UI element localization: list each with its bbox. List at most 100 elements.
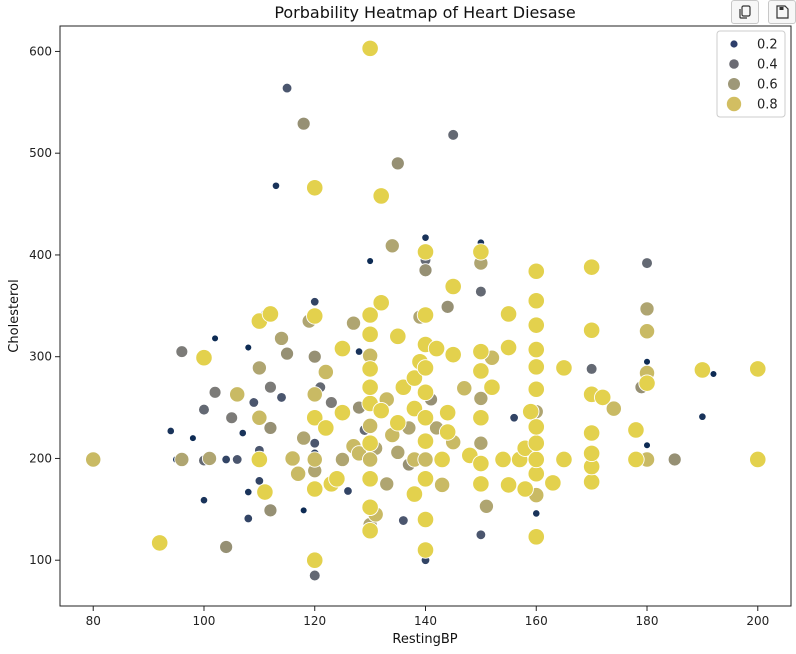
data-point-150 [472, 342, 490, 361]
data-point-81 [361, 434, 379, 452]
data-point-144 [472, 475, 490, 493]
data-point-45 [299, 506, 308, 515]
data-point-0 [85, 451, 102, 468]
data-point-204 [641, 257, 653, 269]
data-point-120 [416, 409, 435, 427]
data-point-115 [416, 541, 435, 559]
data-point-193 [605, 400, 622, 417]
data-point-35 [263, 503, 278, 518]
data-point-93 [372, 401, 390, 420]
data-point-145 [472, 454, 490, 473]
data-point-94 [372, 294, 390, 312]
data-point-124 [416, 306, 435, 324]
data-point-210 [749, 360, 767, 378]
data-point-131 [427, 339, 446, 358]
data-point-21 [243, 513, 254, 524]
data-point-31 [256, 483, 274, 501]
data-point-136 [440, 299, 455, 314]
data-point-143 [475, 529, 487, 541]
data-point-194 [627, 450, 645, 469]
data-point-15 [221, 454, 231, 465]
data-point-80 [361, 451, 379, 468]
data-point-108 [405, 485, 424, 503]
data-point-2 [166, 426, 175, 436]
data-point-201 [643, 357, 651, 366]
data-point-206 [698, 412, 707, 421]
data-point-62 [317, 363, 334, 381]
data-point-40 [280, 346, 295, 361]
data-point-89 [366, 257, 375, 265]
data-point-25 [251, 409, 268, 426]
data-point-173 [527, 418, 545, 436]
copy-button[interactable] [731, 0, 759, 24]
data-point-180 [527, 262, 545, 280]
data-point-56 [307, 349, 322, 364]
data-point-146 [473, 435, 489, 451]
data-point-172 [527, 434, 545, 452]
y-tick-label: 600 [29, 44, 52, 58]
legend-label: 0.8 [757, 98, 778, 113]
data-point-128 [421, 233, 430, 242]
data-point-54 [306, 409, 324, 427]
data-point-22 [244, 487, 253, 497]
data-point-84 [361, 378, 379, 396]
data-point-23 [248, 397, 260, 408]
legend-marker [729, 59, 739, 69]
x-tick-label: 200 [746, 614, 769, 628]
data-point-138 [444, 277, 462, 296]
data-point-8 [198, 403, 210, 416]
data-point-118 [417, 451, 434, 468]
data-point-5 [175, 345, 189, 359]
data-point-19 [238, 428, 247, 438]
data-point-90 [361, 39, 379, 58]
data-point-184 [582, 473, 601, 491]
data-point-158 [494, 450, 512, 469]
x-tick-label: 100 [193, 614, 216, 628]
data-point-53 [309, 437, 321, 449]
copy-icon [739, 5, 751, 19]
y-tick-label: 300 [29, 350, 52, 364]
data-point-34 [261, 305, 280, 323]
data-point-38 [276, 392, 287, 403]
data-point-171 [527, 450, 545, 469]
data-point-33 [263, 380, 277, 394]
data-point-192 [594, 388, 612, 407]
data-point-190 [582, 321, 601, 339]
data-point-59 [306, 179, 324, 197]
data-point-116 [416, 510, 435, 529]
data-point-78 [361, 498, 379, 516]
data-point-32 [263, 420, 278, 435]
legend: 0.2 0.4 0.6 0.8 [716, 30, 786, 118]
data-point-47 [306, 551, 324, 569]
data-point-99 [384, 238, 400, 254]
data-point-166 [522, 402, 540, 421]
data-point-87 [361, 325, 379, 344]
data-point-147 [472, 409, 490, 427]
data-point-48 [308, 569, 321, 582]
save-button[interactable] [768, 0, 796, 24]
data-point-55 [306, 386, 323, 403]
y-tick-label: 100 [29, 553, 52, 567]
data-point-65 [328, 470, 346, 488]
data-point-13 [211, 334, 219, 343]
chart-title: Porbability Heatmap of Heart Diesase [274, 3, 575, 22]
data-point-63 [324, 396, 338, 409]
x-tick-label: 160 [525, 614, 548, 628]
y-tick-label: 200 [29, 451, 52, 465]
data-point-187 [582, 424, 601, 442]
data-point-159 [499, 476, 518, 494]
data-point-18 [229, 386, 246, 403]
data-point-205 [667, 452, 682, 467]
data-point-149 [472, 362, 490, 380]
data-point-121 [416, 383, 435, 402]
data-point-36 [271, 181, 281, 190]
data-point-168 [532, 509, 541, 518]
data-point-125 [418, 263, 433, 278]
data-point-85 [361, 360, 379, 378]
data-point-199 [638, 374, 656, 392]
data-point-57 [306, 307, 324, 325]
data-point-96 [379, 476, 395, 492]
data-point-39 [281, 82, 293, 94]
x-tick-label: 80 [86, 614, 101, 628]
